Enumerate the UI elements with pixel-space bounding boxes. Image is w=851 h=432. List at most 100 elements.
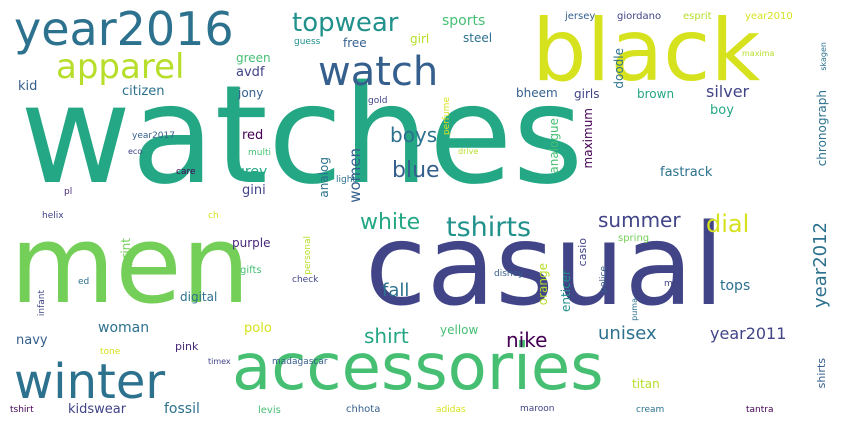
word-girls: girls	[574, 87, 600, 101]
word-girl: girl	[410, 32, 430, 46]
word-purple: purple	[232, 236, 271, 250]
word-topwear: topwear	[292, 8, 399, 38]
word-casual: casual	[365, 201, 725, 331]
word-apparel: apparel	[56, 47, 185, 87]
word-green: green	[236, 51, 271, 65]
word-care: care	[176, 167, 196, 177]
word-watches: watches	[20, 57, 584, 215]
word-tops: tops	[720, 278, 751, 294]
word-maximum: maximum	[581, 108, 595, 169]
word-maxima: maxima	[742, 49, 775, 58]
word-fall: fall	[382, 280, 410, 301]
word-chhota: chhota	[346, 404, 381, 415]
word-watch: watch	[318, 49, 439, 95]
word-maroon: maroon	[520, 404, 555, 414]
word-tshirt: tshirt	[10, 405, 34, 415]
word-blue: blue	[392, 158, 440, 183]
word-madagascar: madagascar	[272, 357, 328, 367]
word-red: red	[242, 128, 264, 143]
word-yellow: yellow	[440, 323, 479, 337]
word-enticer: enticer	[559, 270, 573, 312]
word-year2011: year2011	[710, 324, 787, 343]
word-gini: gini	[242, 183, 266, 198]
word-dial: dial	[706, 210, 750, 238]
word-jersey: jersey	[565, 11, 596, 22]
word-helix: helix	[42, 211, 64, 221]
word-grey: grey	[236, 164, 268, 180]
word-sports: sports	[442, 13, 486, 29]
word-year2010: year2010	[745, 11, 793, 22]
word-pink: pink	[175, 340, 199, 353]
word-analog: analog	[317, 157, 331, 198]
word-kidswear: kidswear	[68, 402, 127, 417]
word-white: white	[360, 210, 421, 235]
word-boy: boy	[710, 103, 734, 118]
word-tantra: tantra	[746, 405, 774, 415]
word-shirts: shirts	[815, 358, 828, 389]
word-guess: guess	[294, 37, 321, 47]
word-timex: timex	[208, 357, 231, 366]
word-doodle: doodle	[612, 48, 626, 89]
word-gold: gold	[368, 96, 388, 106]
word-casio: casio	[576, 238, 589, 267]
word-perfume: perfume	[442, 97, 452, 136]
word-digital: digital	[180, 290, 218, 304]
word-steel: steel	[463, 31, 493, 45]
word-tshirts: tshirts	[446, 212, 532, 243]
word-titan: titan	[632, 377, 660, 391]
word-brown: brown	[637, 87, 675, 101]
word-orange: orange	[536, 263, 550, 306]
word-tone: tone	[100, 347, 121, 357]
word-check: check	[292, 275, 319, 285]
word-year2012: year2012	[810, 222, 831, 308]
word-levis: levis	[258, 405, 281, 416]
word-navy: navy	[16, 333, 48, 348]
word-mtp: mtp	[664, 279, 683, 289]
word-citizen: citizen	[122, 84, 165, 99]
word-drive: drive	[458, 147, 479, 156]
word-avdf: avdf	[236, 65, 265, 80]
word-gifts: gifts	[240, 265, 262, 276]
word-black: black	[532, 1, 761, 101]
word-year2017: year2017	[132, 131, 175, 141]
word-adidas: adidas	[436, 405, 466, 415]
word-unisex: unisex	[598, 323, 657, 344]
word-analogue: analogue	[547, 118, 561, 174]
word-giordano: giordano	[617, 11, 662, 22]
word-light: light	[336, 175, 356, 185]
word-bheem: bheem	[516, 86, 558, 100]
word-polo: polo	[244, 321, 272, 336]
word-disney: disney	[494, 269, 524, 279]
word-fossil: fossil	[164, 401, 200, 417]
word-print: print	[119, 238, 133, 267]
word-nike: nike	[506, 328, 548, 352]
word-spring: spring	[618, 233, 650, 244]
word-skagen: skagen	[819, 42, 828, 71]
word-jony: jony	[238, 86, 264, 100]
word-pl: pl	[64, 187, 73, 197]
word-infant: infant	[37, 290, 47, 317]
word-chronograph: chronograph	[815, 90, 829, 167]
word-esprit: esprit	[683, 11, 712, 22]
word-woman: woman	[98, 320, 150, 336]
word-police: police	[599, 266, 609, 293]
word-eco: eco	[128, 147, 143, 156]
word-year2016: year2016	[14, 2, 234, 56]
word-ch: ch	[208, 211, 219, 221]
word-boys: boys	[390, 123, 438, 147]
word-shirt: shirt	[364, 324, 409, 348]
word-multi: multi	[248, 148, 272, 158]
word-free: free	[343, 36, 367, 50]
word-personal: personal	[303, 236, 313, 275]
word-men: men	[10, 203, 251, 328]
word-summer: summer	[598, 208, 681, 232]
word-kid: kid	[18, 79, 38, 94]
word-fastrack: fastrack	[660, 165, 713, 180]
word-winter: winter	[14, 354, 166, 410]
word-silver: silver	[706, 82, 750, 101]
word-accessories: accessories	[232, 331, 604, 405]
word-cream: cream	[636, 405, 665, 415]
word-ed: ed	[78, 277, 90, 287]
word-puma: puma	[630, 298, 639, 321]
